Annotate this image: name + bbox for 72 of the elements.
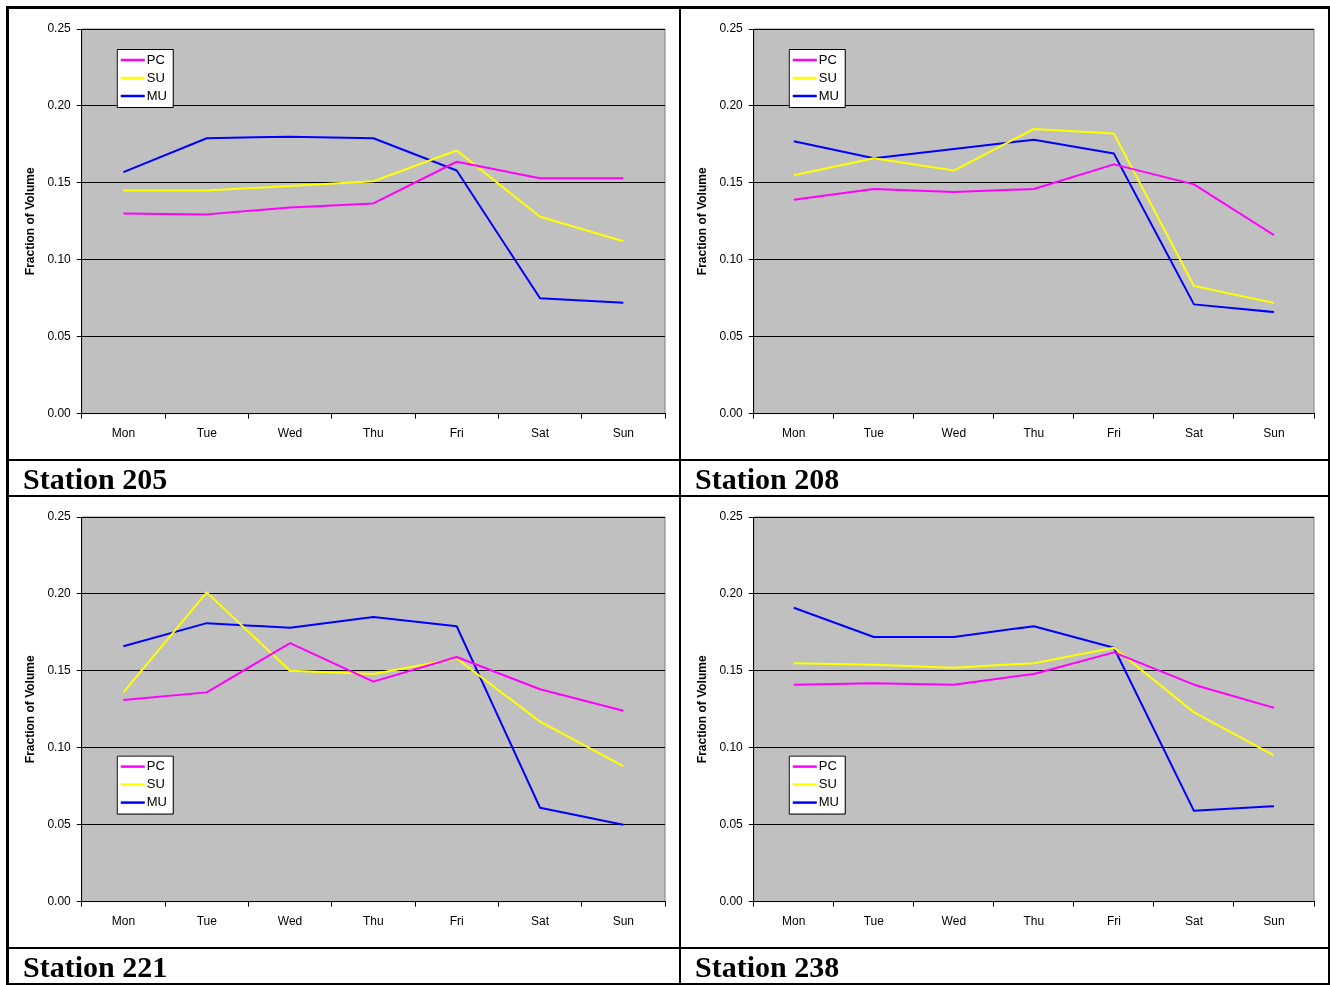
- x-tick-label: Tue: [196, 914, 218, 929]
- x-tick-label: Wed: [277, 914, 303, 929]
- x-tick-label: Thu: [363, 426, 384, 441]
- y-tick-label: 0.25: [47, 509, 72, 524]
- y-tick-label: 0.05: [719, 816, 744, 831]
- text: Station 208: [681, 459, 1328, 495]
- y-tick-label: 0.20: [719, 586, 744, 601]
- text: Station 221: [9, 947, 679, 983]
- legend-label: MU: [818, 794, 839, 810]
- x-tick-label: Mon: [782, 914, 806, 929]
- y-tick-label: 0.15: [47, 663, 72, 678]
- x-tick-label: Thu: [363, 914, 384, 929]
- x-tick-label: Tue: [863, 426, 885, 441]
- x-tick-label: Wed: [941, 914, 967, 929]
- y-tick-label: 0.10: [719, 252, 744, 267]
- y-axis-title: Fraction of Volume: [22, 655, 37, 764]
- legend-label: SU: [146, 69, 165, 85]
- y-tick-label: 0.00: [719, 893, 744, 908]
- y-tick-label: 0.00: [47, 893, 72, 908]
- y-tick-label: 0.15: [47, 175, 72, 190]
- legend-label: PC: [146, 51, 165, 67]
- x-tick-label: Sat: [531, 914, 550, 929]
- x-tick-label: Sat: [1184, 914, 1204, 929]
- y-tick-label: 0.20: [47, 98, 72, 113]
- y-tick-label: 0.15: [719, 175, 744, 190]
- x-tick-label: Sun: [1263, 426, 1285, 441]
- x-tick-label: Fri: [1106, 426, 1121, 441]
- y-tick-label: 0.20: [47, 586, 72, 601]
- y-axis-title: Fraction of Volume: [694, 655, 709, 764]
- y-tick-label: 0.05: [719, 328, 744, 343]
- x-tick-label: Thu: [1023, 426, 1045, 441]
- y-tick-label: 0.25: [47, 21, 72, 36]
- y-tick-label: 0.25: [719, 21, 744, 36]
- text: Station 205: [9, 459, 679, 495]
- x-tick-label: Wed: [277, 426, 303, 441]
- x-tick-label: Wed: [941, 426, 967, 441]
- x-tick-label: Fri: [449, 914, 464, 929]
- legend-label: SU: [146, 776, 165, 792]
- legend-label: PC: [818, 51, 837, 67]
- y-tick-label: 0.10: [47, 252, 72, 267]
- x-tick-label: Thu: [1023, 914, 1045, 929]
- x-tick-label: Mon: [111, 914, 136, 929]
- y-tick-label: 0.10: [719, 740, 744, 755]
- legend-label: MU: [146, 794, 167, 810]
- y-axis-title: Fraction of Volume: [694, 167, 709, 276]
- y-axis-title: Fraction of Volume: [22, 167, 37, 276]
- legend-label: PC: [146, 758, 165, 774]
- y-tick-label: 0.10: [47, 740, 72, 755]
- x-tick-label: Sun: [612, 914, 635, 929]
- y-tick-label: 0.00: [719, 405, 744, 420]
- x-tick-label: Sat: [1184, 426, 1204, 441]
- legend-label: PC: [818, 758, 837, 774]
- x-tick-label: Fri: [1106, 914, 1121, 929]
- y-tick-label: 0.25: [719, 509, 744, 524]
- y-tick-label: 0.20: [719, 98, 744, 113]
- y-tick-label: 0.15: [719, 663, 744, 678]
- x-tick-label: Sun: [612, 426, 635, 441]
- text: Station 238: [681, 947, 1328, 983]
- x-tick-label: Mon: [111, 426, 136, 441]
- y-tick-label: 0.05: [47, 816, 72, 831]
- legend-label: MU: [146, 87, 167, 103]
- x-tick-label: Tue: [196, 426, 218, 441]
- x-tick-label: Fri: [449, 426, 464, 441]
- legend-label: MU: [818, 87, 839, 103]
- x-tick-label: Sun: [1263, 914, 1285, 929]
- x-tick-label: Mon: [782, 426, 806, 441]
- legend-label: SU: [818, 776, 837, 792]
- legend-label: SU: [818, 69, 837, 85]
- x-tick-label: Sat: [531, 426, 550, 441]
- x-tick-label: Tue: [863, 914, 885, 929]
- y-tick-label: 0.00: [47, 405, 72, 420]
- y-tick-label: 0.05: [47, 328, 72, 343]
